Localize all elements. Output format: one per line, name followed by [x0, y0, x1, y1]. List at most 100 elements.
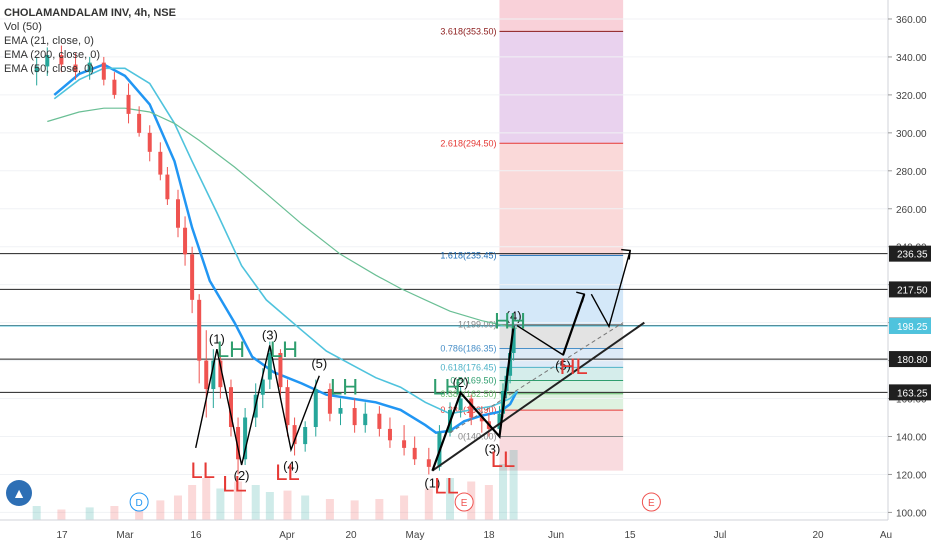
event-marker[interactable]	[129, 492, 149, 512]
indicator-ema200[interactable]: EMA (200, close, 0)	[4, 49, 100, 61]
fib-zone	[499, 367, 624, 381]
structure-labels: LH LH LH LH HH LL LL LL LL LL HL	[190, 308, 587, 498]
price-tick-label: 340.00	[896, 53, 927, 64]
structure-label: LL	[434, 473, 458, 498]
fib-zone	[499, 255, 624, 325]
candle-body	[236, 427, 241, 460]
fib-label: 3.618(353.50)	[440, 26, 496, 36]
wave-label: (2)	[234, 468, 250, 483]
fib-label: 0.5(169.50)	[450, 376, 496, 386]
volume-bar	[265, 492, 274, 520]
price-tick-label: 320.00	[896, 91, 927, 102]
ema-line	[47, 107, 518, 329]
fib-zones	[499, 0, 624, 471]
time-axis[interactable]: 17 Mar 16 Apr 20 May 18 Jun 15 Jul 20 Au	[0, 519, 932, 550]
volume-bar	[202, 478, 211, 520]
chart-legend: CHOLAMANDALAM INV, 4h, NSE Vol (50) EMA …	[4, 6, 176, 76]
wave-path	[195, 345, 320, 466]
time-tick-label: 15	[624, 530, 636, 541]
time-tick-label: 16	[190, 530, 202, 541]
trendlines[interactable]	[431, 321, 645, 472]
time-tick-label: 18	[483, 530, 495, 541]
structure-label: LH	[330, 375, 358, 400]
candle-body	[147, 132, 152, 152]
volume-bar	[283, 490, 292, 520]
fib-label: 0.618(176.45)	[440, 362, 496, 372]
candle-body	[260, 379, 265, 395]
candle-body	[158, 151, 163, 175]
price-axis[interactable]: 100.00120.00140.00160.00180.00200.00220.…	[887, 0, 932, 550]
candle-body	[218, 360, 223, 388]
price-level-tag	[889, 384, 931, 401]
time-tick-label: Au	[880, 530, 892, 541]
indicator-ema21[interactable]: EMA (21, close, 0)	[4, 35, 94, 47]
candle-body	[292, 425, 297, 445]
volume-bar	[85, 507, 94, 520]
volume-bar	[251, 485, 260, 520]
price-tick-label: 280.00	[896, 167, 927, 178]
horizontal-levels[interactable]	[0, 253, 888, 393]
volume-bar	[216, 488, 225, 520]
candle-body	[34, 66, 39, 73]
time-tick-label: Jun	[548, 530, 564, 541]
price-tick-label: 120.00	[896, 470, 927, 481]
candle-body	[165, 174, 170, 200]
candle-body	[243, 417, 248, 460]
candle-body	[59, 55, 64, 65]
price-level-tag-label: 217.50	[897, 285, 928, 296]
dashed-trendline	[449, 322, 624, 434]
fib-label: 1.618(235.45)	[440, 250, 496, 260]
volume-bar	[57, 509, 66, 520]
fib-zone	[499, 0, 624, 32]
volume-bar	[325, 499, 334, 520]
candle-body	[197, 299, 202, 361]
arrow-head	[576, 291, 586, 303]
tradingview-logo-icon[interactable]: ▲	[6, 480, 32, 506]
indicator-volume[interactable]: Vol (50)	[4, 21, 42, 33]
time-tick-label: 20	[812, 530, 824, 541]
volume-bar	[188, 485, 197, 520]
candle-body	[183, 227, 188, 255]
candle-body	[175, 199, 180, 228]
fib-zone	[499, 31, 624, 144]
candle-body	[352, 408, 357, 426]
structure-label: LL	[491, 447, 515, 472]
wave-label: (4)	[283, 459, 299, 474]
price-tick-label: 140.00	[896, 432, 927, 443]
volume-bar	[32, 506, 41, 520]
symbol-title: CHOLAMANDALAM INV, 4h, NSE	[4, 7, 176, 19]
price-level-tag-label: 180.80	[897, 355, 928, 366]
candle-body	[338, 408, 343, 414]
candle-body	[508, 352, 513, 376]
candle-body	[469, 398, 474, 418]
price-level-tag-label: 163.25	[897, 388, 928, 399]
volume-bar	[173, 495, 182, 520]
wave-labels: (1) (2) (3) (4) (5) (1) (2) (3) (4) (5)	[209, 309, 571, 491]
indicator-ema50[interactable]: EMA (50, close, 0)	[4, 63, 94, 75]
volume-bar	[509, 450, 518, 520]
wave-drawing[interactable]	[195, 248, 631, 472]
candle-body	[402, 440, 407, 448]
volume-bar	[350, 500, 359, 520]
event-marker[interactable]	[454, 492, 474, 512]
price-tick-label: 100.00	[896, 508, 927, 519]
wave-label: (5)	[555, 358, 571, 373]
volume-bar	[375, 499, 384, 520]
candle-body	[412, 447, 417, 460]
fib-zone	[499, 410, 624, 437]
volume-bar	[424, 488, 433, 520]
candle-body	[327, 389, 332, 414]
candle-body	[267, 352, 272, 380]
volume-bar	[110, 506, 119, 520]
event-marker[interactable]	[641, 492, 661, 512]
fib-zone	[499, 143, 624, 256]
candle-body	[303, 427, 308, 445]
time-tick-label: Apr	[279, 530, 295, 541]
price-level-tag	[889, 245, 931, 262]
time-axis-bg	[0, 520, 932, 550]
fib-zone	[499, 380, 624, 394]
fib-zone	[499, 393, 624, 411]
wave-label: (4)	[506, 309, 522, 324]
